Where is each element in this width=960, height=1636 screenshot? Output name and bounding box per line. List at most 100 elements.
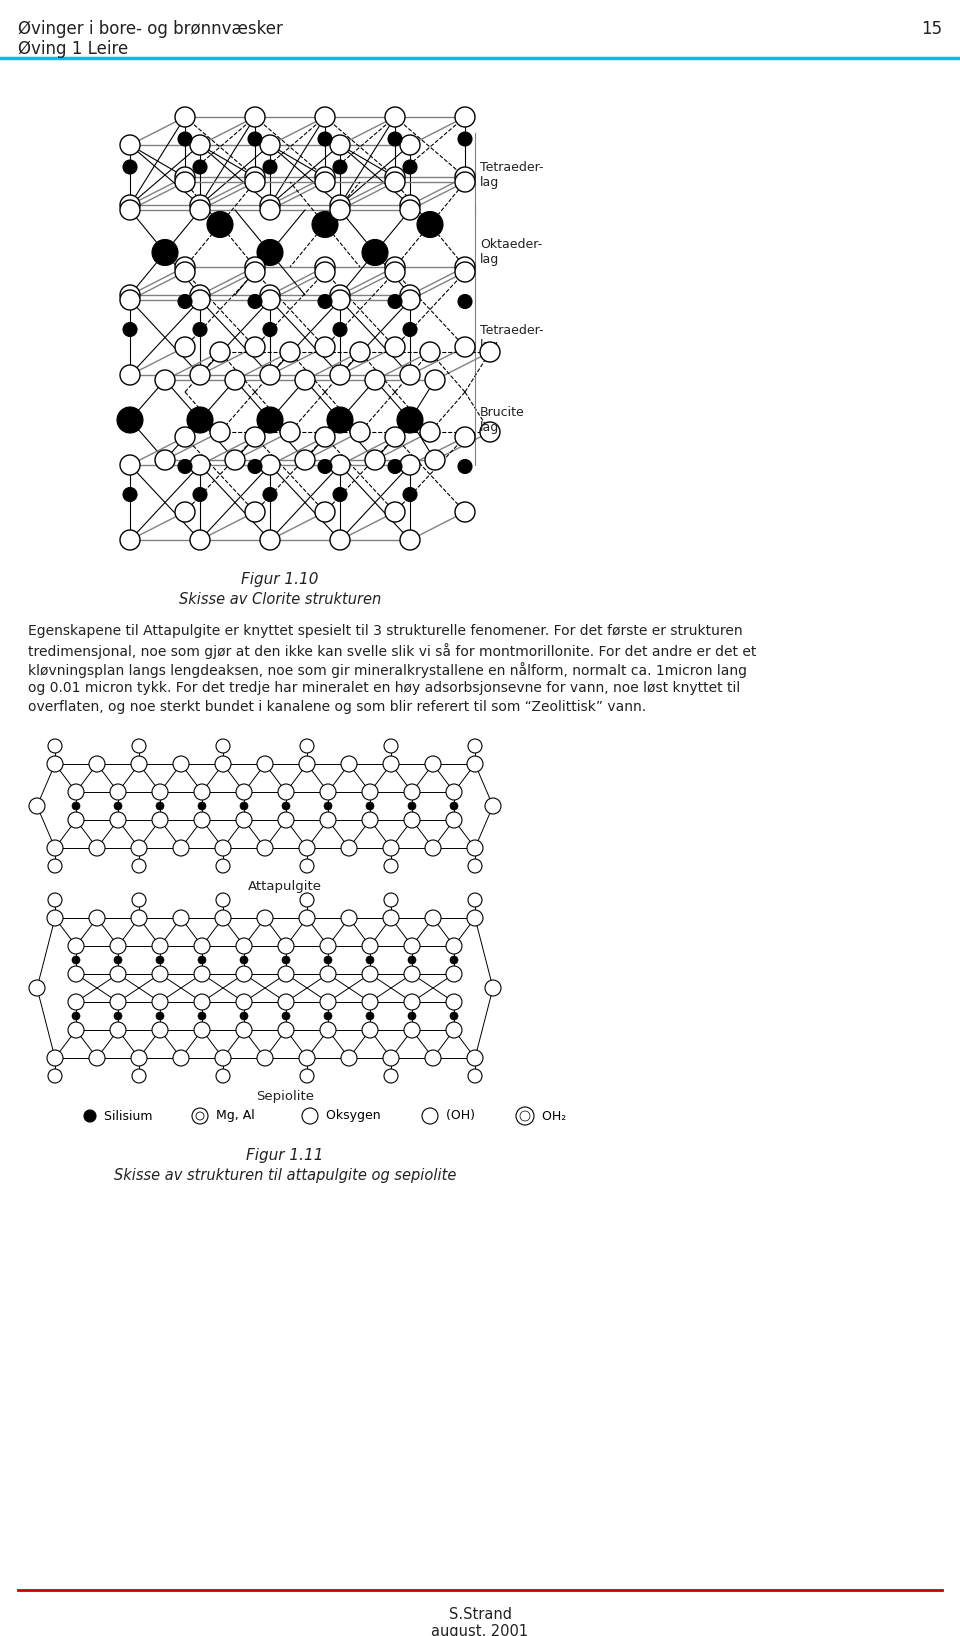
Circle shape [68, 937, 84, 954]
Circle shape [420, 422, 440, 442]
Circle shape [245, 502, 265, 522]
Circle shape [210, 422, 230, 442]
Circle shape [173, 839, 189, 856]
Circle shape [362, 239, 388, 265]
Circle shape [156, 955, 164, 964]
Circle shape [468, 739, 482, 753]
Circle shape [341, 1050, 357, 1067]
Circle shape [47, 756, 63, 772]
Circle shape [173, 756, 189, 772]
Circle shape [263, 160, 277, 173]
Circle shape [455, 106, 475, 128]
Circle shape [245, 337, 265, 357]
Circle shape [120, 455, 140, 474]
Circle shape [257, 1050, 273, 1067]
Circle shape [216, 1068, 230, 1083]
Circle shape [383, 756, 399, 772]
Circle shape [190, 290, 210, 309]
Circle shape [72, 955, 80, 964]
Circle shape [446, 784, 462, 800]
Circle shape [248, 294, 262, 309]
Circle shape [178, 460, 192, 473]
Circle shape [330, 195, 350, 214]
Circle shape [245, 257, 265, 276]
Circle shape [446, 811, 462, 828]
Circle shape [257, 756, 273, 772]
Circle shape [89, 839, 105, 856]
Circle shape [450, 802, 458, 810]
Circle shape [282, 1013, 290, 1019]
Circle shape [278, 784, 294, 800]
Circle shape [152, 239, 178, 265]
Circle shape [131, 1050, 147, 1067]
Circle shape [333, 322, 347, 337]
Circle shape [198, 1013, 206, 1019]
Circle shape [365, 370, 385, 389]
Circle shape [300, 859, 314, 874]
Circle shape [315, 106, 335, 128]
Circle shape [173, 910, 189, 926]
Circle shape [89, 910, 105, 926]
Circle shape [194, 937, 210, 954]
Circle shape [341, 756, 357, 772]
Circle shape [175, 262, 195, 281]
Circle shape [315, 337, 335, 357]
Circle shape [190, 136, 210, 155]
Circle shape [263, 488, 277, 502]
Circle shape [175, 167, 195, 187]
Circle shape [190, 365, 210, 384]
Circle shape [152, 937, 168, 954]
Circle shape [318, 460, 332, 473]
Circle shape [192, 1108, 208, 1124]
Text: Tetraeder-
lag: Tetraeder- lag [480, 324, 543, 352]
Text: Brucite
lag: Brucite lag [480, 406, 525, 434]
Circle shape [278, 937, 294, 954]
Circle shape [156, 1013, 164, 1019]
Circle shape [114, 955, 122, 964]
Circle shape [400, 285, 420, 304]
Circle shape [324, 955, 332, 964]
Text: Oksygen: Oksygen [322, 1109, 380, 1122]
Circle shape [110, 995, 126, 1009]
Circle shape [408, 802, 416, 810]
Circle shape [190, 285, 210, 304]
Circle shape [320, 1022, 336, 1037]
Circle shape [318, 133, 332, 146]
Circle shape [388, 133, 402, 146]
Circle shape [175, 502, 195, 522]
Circle shape [278, 1022, 294, 1037]
Circle shape [320, 965, 336, 982]
Circle shape [114, 802, 122, 810]
Circle shape [260, 530, 280, 550]
Text: Figur 1.11: Figur 1.11 [247, 1148, 324, 1163]
Circle shape [152, 1022, 168, 1037]
Circle shape [198, 802, 206, 810]
Circle shape [245, 172, 265, 191]
Circle shape [260, 455, 280, 474]
Circle shape [408, 1013, 416, 1019]
Circle shape [260, 136, 280, 155]
Circle shape [47, 1050, 63, 1067]
Circle shape [68, 1022, 84, 1037]
Circle shape [257, 407, 283, 434]
Circle shape [187, 407, 213, 434]
Circle shape [215, 839, 231, 856]
Circle shape [318, 294, 332, 309]
Circle shape [215, 910, 231, 926]
Circle shape [123, 160, 137, 173]
Circle shape [29, 980, 45, 996]
Text: 15: 15 [921, 20, 942, 38]
Circle shape [450, 1013, 458, 1019]
Circle shape [263, 322, 277, 337]
Text: Sepiolite: Sepiolite [256, 1090, 314, 1103]
Circle shape [324, 802, 332, 810]
Circle shape [295, 450, 315, 470]
Circle shape [225, 450, 245, 470]
Circle shape [123, 488, 137, 502]
Circle shape [132, 1068, 146, 1083]
Circle shape [315, 427, 335, 447]
Circle shape [178, 294, 192, 309]
Circle shape [175, 337, 195, 357]
Circle shape [320, 811, 336, 828]
Circle shape [194, 1022, 210, 1037]
